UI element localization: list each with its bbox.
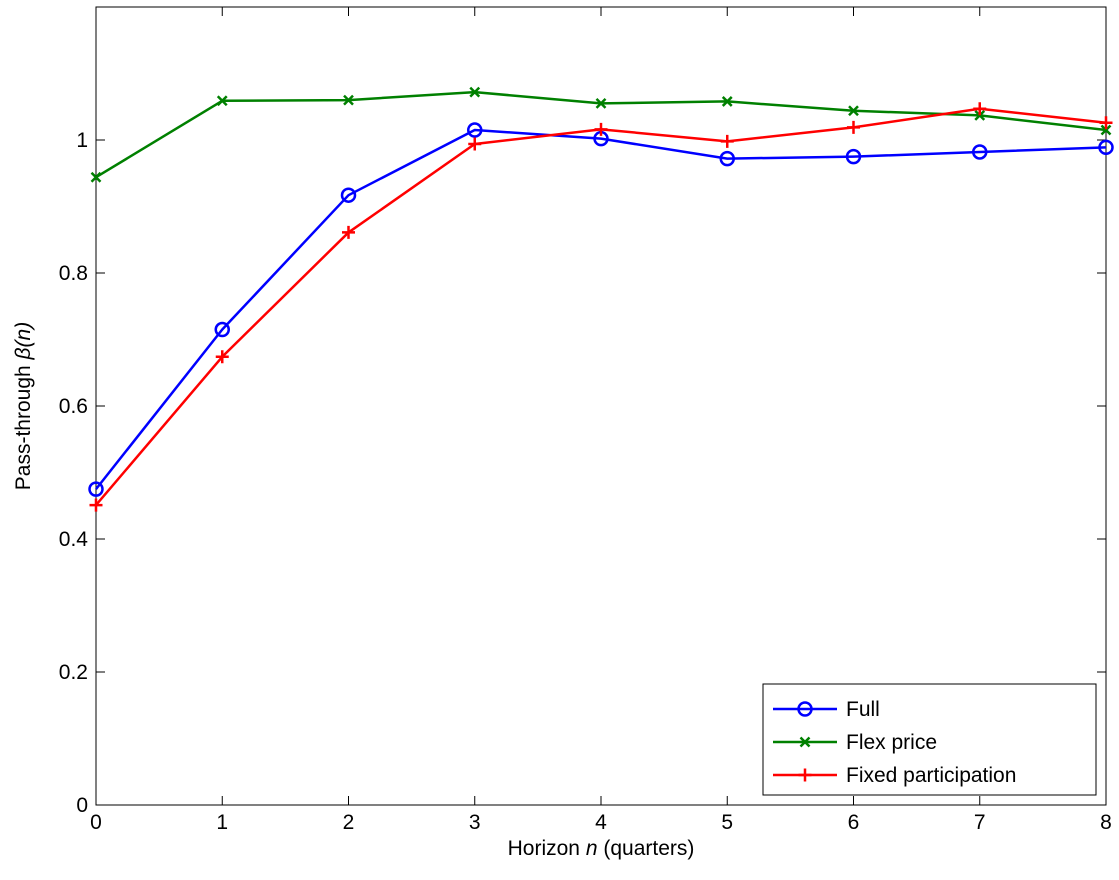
data-point [90,171,102,183]
legend-label: Fixed participation [846,764,1016,787]
legend-label: Flex price [846,731,937,754]
x-tick-label: 7 [974,811,986,834]
data-point [342,225,355,239]
legend-box [762,683,1097,796]
series-0 [88,122,1114,497]
y-tick-label: 0.2 [59,661,88,684]
x-tick-label: 6 [848,811,860,834]
series-group [88,86,1114,512]
data-point [469,86,481,98]
data-point [468,137,482,151]
data-point [721,96,733,107]
data-point [972,144,988,160]
data-point [89,498,103,512]
axis-ticks: 0 1 2 3 4 5 6 7 8 0 0.2 0.4 0.6 0.8 1 [59,7,1112,834]
series-2 [89,102,1113,512]
data-point [1098,139,1114,156]
legend: Full Flex price Fixed participation [762,683,1097,796]
data-point [847,120,860,134]
data-point [1099,116,1113,130]
x-tick-label: 2 [343,811,355,834]
legend-label: Full [846,698,880,721]
data-point [973,102,987,116]
data-point [720,134,734,148]
x-tick-label: 1 [216,811,228,834]
y-tick-label: 0.4 [59,528,89,551]
data-point [595,98,607,109]
legend-marker [798,768,812,782]
data-point [848,105,859,117]
x-tick-label: 3 [469,811,481,834]
data-point [340,187,357,203]
y-tick-label: 1 [76,129,88,152]
data-point [216,95,228,107]
data-point [719,150,735,167]
data-point [974,110,986,121]
legend-marker [797,701,813,717]
x-tick-label: 4 [595,811,607,834]
series-line [95,128,1107,490]
data-point [215,350,229,364]
data-point [214,321,230,338]
plot-area [95,6,1107,806]
x-tick-label: 8 [1100,811,1112,834]
x-tick-label: 0 [90,811,102,834]
y-axis-label: Pass-through β(n) [12,322,35,490]
legend-marker [799,736,811,748]
data-point [343,94,354,106]
data-point [594,122,608,136]
data-point [845,148,862,165]
y-tick-label: 0.8 [59,262,88,285]
y-tick-label: 0 [76,794,88,817]
data-point [88,481,104,497]
x-axis-label: Horizon n (quarters) [508,837,695,860]
x-tick-label: 5 [721,811,733,834]
y-tick-label: 0.6 [59,395,88,418]
data-point [1100,124,1112,136]
data-point [467,122,483,138]
